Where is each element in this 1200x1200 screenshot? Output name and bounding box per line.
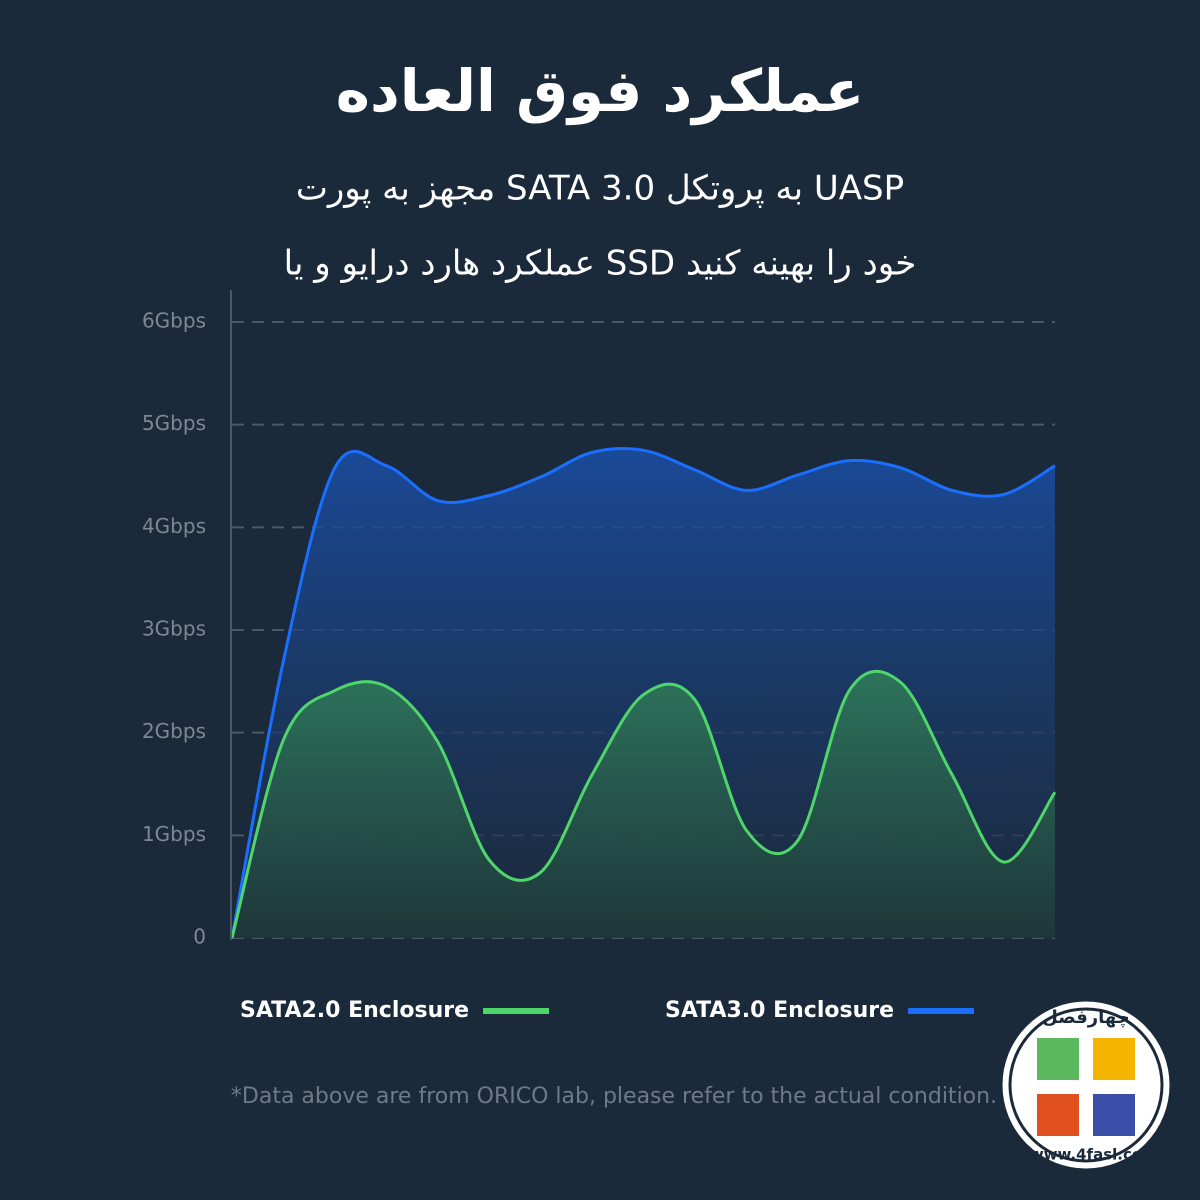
subtitle: مجهز به پورت SATA 3.0 به پروتکل UASP: [296, 169, 904, 209]
series-line: [230, 447, 1056, 939]
logo-tile: [1037, 1094, 1079, 1136]
logo-ring: [1008, 1007, 1164, 1163]
logo-name: چهارفصل: [1042, 1007, 1130, 1028]
series-line: [230, 669, 1057, 939]
logo-tile: [1093, 1094, 1135, 1136]
chart-title: عملکرد فوق العاده: [336, 57, 865, 126]
y-tick-label: 5Gbps: [142, 411, 206, 435]
legend-label: SATA2.0 Enclosure: [240, 998, 469, 1023]
legend-label: SATA3.0 Enclosure: [665, 998, 894, 1023]
y-tick-label: 0: [193, 925, 206, 949]
logo-tile: [1037, 1038, 1079, 1080]
subtitle: عملکرد هارد درایو و یا SSD خود را بهینه …: [284, 244, 917, 284]
y-tick-label: 6Gbps: [142, 309, 206, 333]
legend-entry: SATA2.0 Enclosure: [240, 998, 550, 1023]
area-fill: [232, 671, 1055, 938]
logo-url: www.4fasl.co: [1030, 1146, 1142, 1164]
y-tick-label: 2Gbps: [142, 719, 206, 743]
y-tick-label: 3Gbps: [142, 617, 206, 641]
y-tick-label: 4Gbps: [142, 514, 206, 538]
legend-entry: SATA3.0 Enclosure: [665, 998, 975, 1023]
footnote: *Data above are from ORICO lab, please r…: [231, 1084, 997, 1109]
watermark: چهارفصل www.4fasl.co: [999, 998, 1173, 1172]
logo-tile: [1093, 1038, 1135, 1080]
y-tick-label: 1Gbps: [142, 822, 206, 846]
